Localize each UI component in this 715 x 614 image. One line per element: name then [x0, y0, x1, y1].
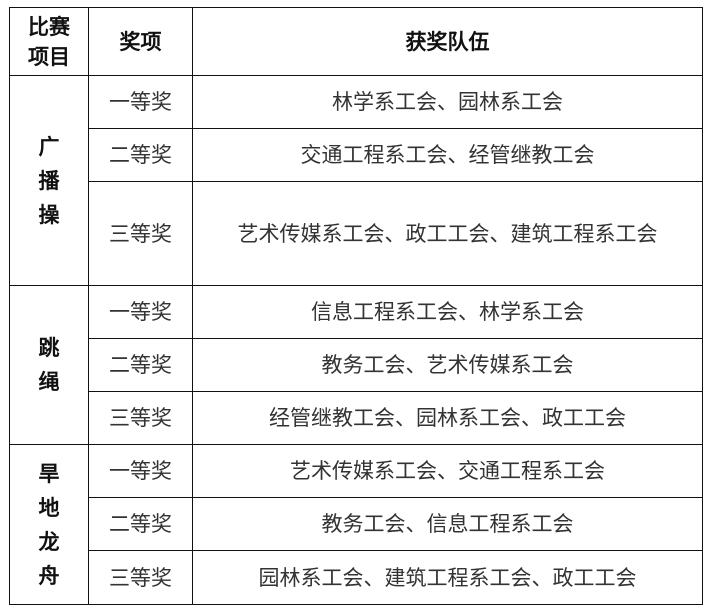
table-row: 广播操一等奖 林学系工会、园林系工会 — [9, 75, 703, 286]
header-teams: 获奖队伍 — [192, 7, 703, 76]
teams-cell: 交通工程系工会、经管继教工会 — [192, 128, 703, 182]
table-row: 三等奖 园林系工会、建筑工程系工会、政工工会 — [10, 550, 703, 605]
table-row: 三等奖 经管继教工会、园林系工会、政工工会 — [10, 391, 703, 445]
teams-cell: 信息工程系工会、林学系工会 — [192, 285, 703, 339]
teams-cell: 林学系工会、园林系工会 — [192, 75, 703, 129]
teams-cell: 经管继教工会、园林系工会、政工工会 — [192, 391, 703, 445]
table-row: 跳绳一等奖 信息工程系工会、林学系工会 — [9, 285, 703, 445]
table-row: 二等奖 教务工会、艺术传媒系工会 — [10, 338, 703, 392]
event-char: 舟 — [38, 563, 60, 588]
header-award: 奖项 — [88, 7, 193, 76]
teams-cell: 教务工会、信息工程系工会 — [192, 497, 703, 551]
table-row: 二等奖 交通工程系工会、经管继教工会 — [10, 128, 703, 182]
event-char: 跳 — [38, 336, 60, 360]
event-cell: 广播操 — [9, 75, 89, 286]
header-event: 比赛项目 — [9, 7, 89, 76]
award-cell: 一等奖 — [88, 444, 193, 498]
event-char: 地 — [38, 495, 60, 520]
event-char: 龙 — [38, 529, 60, 554]
award-cell: 三等奖 — [88, 550, 193, 605]
event-char: 操 — [38, 202, 60, 227]
award-cell: 三等奖 — [88, 391, 193, 445]
teams-cell: 艺术传媒系工会、政工工会、建筑工程系工会 — [192, 181, 703, 286]
event-cell: 跳绳 — [9, 285, 89, 445]
event-char: 绳 — [38, 370, 60, 394]
award-cell: 一等奖 — [88, 285, 193, 339]
table-row: 旱地龙舟一等奖 艺术传媒系工会、交通工程系工会 — [9, 444, 703, 605]
event-char: 广 — [38, 134, 60, 159]
table-row: 三等奖 艺术传媒系工会、政工工会、建筑工程系工会 — [10, 181, 703, 286]
teams-cell: 园林系工会、建筑工程系工会、政工工会 — [192, 550, 703, 605]
event-char: 旱 — [38, 461, 60, 486]
award-cell: 一等奖 — [88, 75, 193, 129]
award-table: 比赛项目 奖项 获奖队伍 广播操一等奖 林学系工会、园林系工会 二等奖 交通工程系工会… — [9, 7, 703, 605]
event-cell: 旱地龙舟 — [9, 444, 89, 605]
award-cell: 二等奖 — [88, 128, 193, 182]
award-cell: 二等奖 — [88, 497, 193, 551]
table-header-row: 比赛项目 奖项 获奖队伍 — [9, 7, 703, 76]
award-cell: 二等奖 — [88, 338, 193, 392]
award-cell: 三等奖 — [88, 181, 193, 286]
teams-cell: 艺术传媒系工会、交通工程系工会 — [192, 444, 703, 498]
teams-cell: 教务工会、艺术传媒系工会 — [192, 338, 703, 392]
event-char: 播 — [38, 168, 60, 193]
table-row: 二等奖 教务工会、信息工程系工会 — [10, 497, 703, 551]
